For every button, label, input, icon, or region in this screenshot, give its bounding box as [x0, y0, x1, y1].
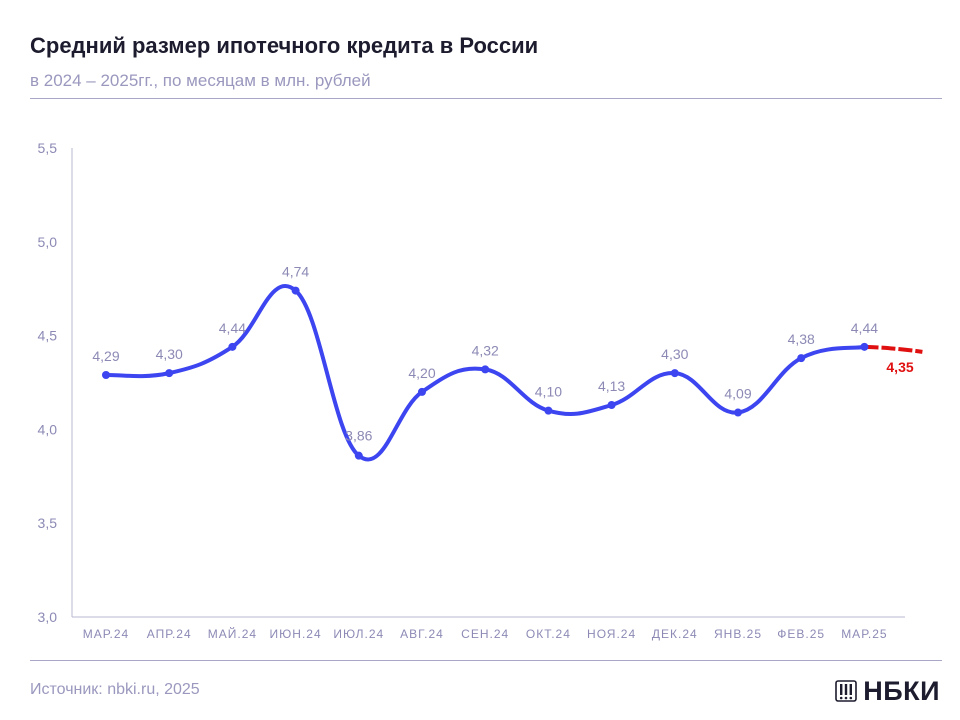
header-divider: [30, 98, 942, 99]
y-tick-label: 4,5: [38, 328, 58, 344]
chart-axes: [71, 148, 905, 618]
data-point: [670, 369, 679, 378]
forecast-label: 4,35: [886, 359, 913, 375]
data-label: 4,30: [661, 346, 688, 362]
data-point: [607, 401, 616, 410]
x-tick-label: ЯНВ.25: [714, 627, 762, 641]
x-tick-labels: МАР.24 АПР.24 МАЙ.24 ИЮН.24 ИЮЛ.24 АВГ.24 СЕН.…: [83, 626, 887, 641]
data-label: 4,38: [788, 331, 815, 347]
x-tick-label: СЕН.24: [461, 627, 509, 641]
data-label: 4,44: [851, 320, 878, 336]
data-point: [544, 406, 553, 415]
data-label: 4,29: [92, 348, 119, 364]
x-tick-label: АПР.24: [147, 627, 192, 641]
chart-subtitle: в 2024 – 2025гг., по месяцам в млн. рубл…: [30, 71, 371, 90]
data-point: [354, 451, 363, 460]
nbki-logo-icon: [835, 680, 858, 702]
y-tick-label: 5,5: [38, 140, 58, 156]
data-point: [102, 370, 110, 379]
x-tick-label: МАР.25: [841, 627, 887, 641]
x-tick-label: ДЕК.24: [652, 627, 698, 641]
data-point: [481, 365, 490, 374]
data-label: 4,09: [724, 386, 751, 402]
x-tick-label: ОКТ.24: [526, 627, 571, 641]
y-tick-label: 3,5: [38, 515, 58, 531]
data-label: 4,10: [535, 384, 562, 400]
data-point: [418, 387, 426, 396]
data-label: 4,20: [408, 365, 435, 381]
forecast-segment: [864, 344, 923, 354]
data-point: [734, 408, 742, 417]
y-tick-label: 5,0: [38, 234, 58, 250]
x-tick-label: НОЯ.24: [587, 627, 636, 641]
data-point: [291, 286, 300, 295]
data-point: [228, 342, 237, 351]
data-points: [102, 286, 869, 460]
data-labels: 4,29 4,30 4,44 4,74 3,86 4,20 4,32 4,10 4,13 4,30…: [92, 264, 913, 444]
x-tick-label: ИЮЛ.24: [333, 627, 384, 641]
footer-divider: [30, 660, 942, 661]
x-tick-label: МАР.24: [83, 627, 129, 641]
x-tick-label: МАЙ.24: [208, 626, 257, 641]
x-tick-label: ФЕВ.25: [777, 627, 825, 641]
line-chart: 3,0 3,5 4,0 4,5 5,0 5,5 МАР.24 АПР.24 МАЙ.24 ИЮН…: [38, 140, 923, 641]
series-line: [104, 284, 923, 462]
y-tick-label: 3,0: [38, 609, 58, 625]
x-tick-label: АВГ.24: [400, 627, 444, 641]
data-point: [797, 354, 806, 363]
x-tick-label: ИЮН.24: [270, 627, 322, 641]
nbki-logo-text: НБКИ: [863, 675, 940, 706]
data-point: [860, 342, 869, 351]
source-text: Источник: nbki.ru, 2025: [30, 681, 200, 698]
data-label: 4,74: [282, 264, 309, 280]
data-point: [165, 369, 174, 378]
nbki-logo: НБКИ: [835, 676, 940, 706]
data-label: 4,13: [598, 378, 625, 394]
data-label: 4,32: [472, 342, 499, 358]
data-label: 4,30: [156, 346, 183, 362]
y-tick-labels: 3,0 3,5 4,0 4,5 5,0 5,5: [38, 140, 58, 625]
y-tick-label: 4,0: [38, 421, 58, 437]
data-label: 3,86: [345, 428, 372, 444]
data-label: 4,44: [219, 320, 246, 336]
chart-title: Средний размер ипотечного кредита в Росс…: [30, 33, 539, 58]
